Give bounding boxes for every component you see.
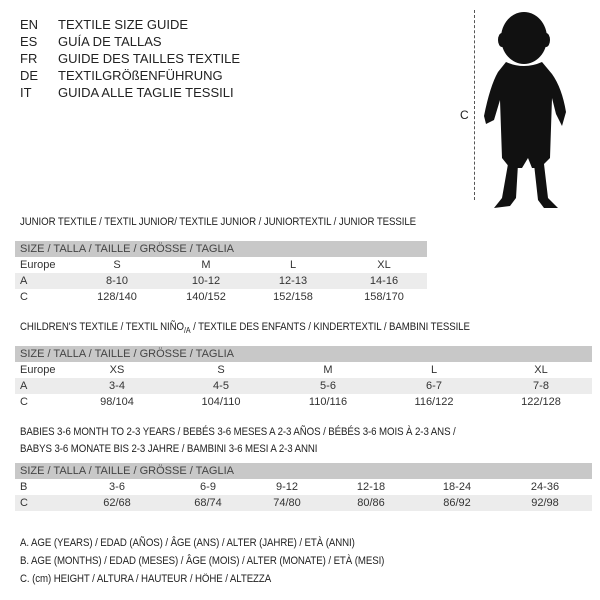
table-cell: 3-6 — [109, 481, 125, 493]
table-cell: 74/80 — [273, 497, 301, 509]
table-cell: 6-7 — [426, 380, 442, 392]
table-cell: 12-13 — [278, 275, 308, 287]
table-cell: 14-16 — [369, 275, 399, 287]
table-cell: 158/170 — [364, 291, 404, 303]
table-cell: XS — [109, 364, 125, 376]
height-measure-line — [474, 10, 475, 200]
child-silhouette-icon — [484, 12, 566, 208]
table-cell: M — [323, 364, 333, 376]
row-label: C — [20, 497, 28, 509]
legend-item: A. AGE (YEARS) / EDAD (AÑOS) / ÂGE (ANS)… — [20, 537, 355, 549]
table-header: SIZE / TALLA / TAILLE / GRÖSSE / TAGLIA — [20, 465, 234, 477]
table-cell: 116/122 — [414, 396, 454, 408]
lang-code: EN — [20, 17, 39, 32]
table-cell: L — [430, 364, 438, 376]
section-title: JUNIOR TEXTILE / TEXTIL JUNIOR/ TEXTILE … — [20, 216, 417, 228]
table-cell: 3-4 — [109, 380, 125, 392]
table-row: Europe S M L XL — [15, 257, 427, 273]
table-cell: S — [217, 364, 225, 376]
table-row: A 3-4 4-5 5-6 6-7 7-8 — [15, 378, 592, 394]
table-row: C 128/140 140/152 152/158 158/170 — [15, 289, 427, 305]
table-cell: 80/86 — [357, 497, 385, 509]
babies-size-table: SIZE / TALLA / TAILLE / GRÖSSE / TAGLIA … — [15, 463, 592, 511]
table-row: C 98/104 104/110 110/116 116/122 122/128 — [15, 394, 592, 410]
junior-size-table: SIZE / TALLA / TAILLE / GRÖSSE / TAGLIA … — [15, 241, 427, 305]
table-cell: 9-12 — [275, 481, 299, 493]
row-label: Europe — [20, 259, 56, 271]
lang-title: GUÍA DE TALLAS — [58, 34, 162, 49]
lang-code: ES — [20, 34, 38, 49]
table-cell: 18-24 — [442, 481, 472, 493]
title-suffix: /A — [183, 326, 191, 336]
lang-code: IT — [20, 85, 32, 100]
table-cell: 6-9 — [200, 481, 216, 493]
table-cell: L — [289, 259, 297, 271]
table-cell: 104/110 — [201, 396, 241, 408]
legend-item: B. AGE (MONTHS) / EDAD (MESES) / ÂGE (MO… — [20, 555, 385, 567]
table-cell: 10-12 — [191, 275, 221, 287]
table-header: SIZE / TALLA / TAILLE / GRÖSSE / TAGLIA — [20, 243, 234, 255]
height-measure-label: C — [460, 108, 469, 122]
table-row: Europe XS S M L XL — [15, 362, 592, 378]
table-cell: 92/98 — [531, 497, 559, 509]
table-cell: 7-8 — [533, 380, 549, 392]
table-cell: 128/140 — [97, 291, 137, 303]
row-label: B — [20, 481, 28, 493]
row-label: C — [20, 396, 28, 408]
table-cell: 4-5 — [213, 380, 229, 392]
table-header-row: SIZE / TALLA / TAILLE / GRÖSSE / TAGLIA — [15, 241, 427, 257]
lang-title: TEXTILGRÖßENFÜHRUNG — [58, 68, 223, 83]
table-cell: 68/74 — [194, 497, 222, 509]
row-label: C — [20, 291, 28, 303]
legend-item: C. (cm) HEIGHT / ALTURA / HAUTEUR / HÖHE… — [20, 573, 272, 585]
table-row: C 62/68 68/74 74/80 80/86 86/92 92/98 — [15, 495, 592, 511]
table-row: B 3-6 6-9 9-12 12-18 18-24 24-36 — [15, 479, 592, 495]
table-cell: 62/68 — [103, 497, 131, 509]
children-size-table: SIZE / TALLA / TAILLE / GRÖSSE / TAGLIA … — [15, 346, 592, 410]
row-label: A — [20, 380, 28, 392]
lang-title: GUIDA ALLE TAGLIE TESSILI — [58, 85, 234, 100]
title-part: CHILDREN'S TEXTILE / TEXTIL NIÑO — [20, 321, 184, 333]
lang-title: TEXTILE SIZE GUIDE — [58, 17, 189, 32]
table-cell: M — [201, 259, 211, 271]
table-cell: 86/92 — [443, 497, 471, 509]
table-header-row: SIZE / TALLA / TAILLE / GRÖSSE / TAGLIA — [15, 463, 592, 479]
row-label: Europe — [20, 364, 56, 376]
table-cell: XL — [534, 364, 548, 376]
table-header-row: SIZE / TALLA / TAILLE / GRÖSSE / TAGLIA — [15, 346, 592, 362]
table-cell: 8-10 — [105, 275, 129, 287]
lang-code: DE — [20, 68, 39, 83]
lang-title: GUIDE DES TAILLES TEXTILE — [58, 51, 241, 66]
table-cell: S — [113, 259, 121, 271]
table-cell: 5-6 — [320, 380, 336, 392]
table-header: SIZE / TALLA / TAILLE / GRÖSSE / TAGLIA — [20, 348, 234, 360]
table-row: A 8-10 10-12 12-13 14-16 — [15, 273, 427, 289]
section-title: BABYS 3-6 MONATE BIS 2-3 JAHRE / BAMBINI… — [20, 443, 318, 455]
table-cell: 12-18 — [356, 481, 386, 493]
section-title: CHILDREN'S TEXTILE / TEXTIL NIÑO/A / TEX… — [20, 321, 470, 335]
table-cell: 98/104 — [100, 396, 134, 408]
table-cell: 152/158 — [273, 291, 313, 303]
title-part: / TEXTILE DES ENFANTS / KINDERTEXTIL / B… — [190, 321, 470, 333]
table-cell: 24-36 — [530, 481, 560, 493]
section-title: BABIES 3-6 MONTH TO 2-3 YEARS / BEBÉS 3-… — [20, 426, 456, 438]
table-cell: 140/152 — [186, 291, 226, 303]
table-cell: 122/128 — [521, 396, 561, 408]
lang-code: FR — [20, 51, 38, 66]
table-cell: 110/116 — [308, 396, 348, 408]
table-cell: XL — [377, 259, 391, 271]
row-label: A — [20, 275, 28, 287]
